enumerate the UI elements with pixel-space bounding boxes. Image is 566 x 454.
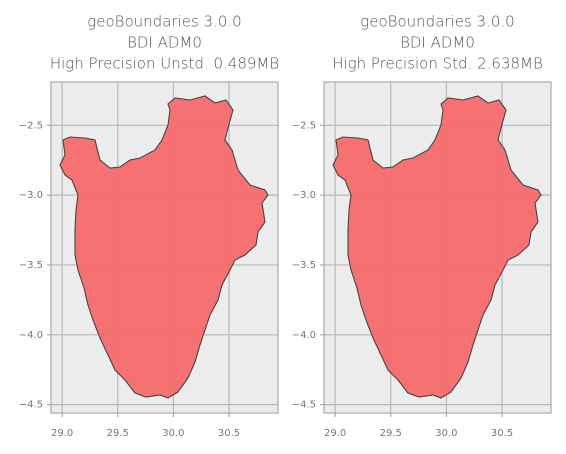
y-tick-label: −4.5 [19,400,43,411]
y-tick-label: −3.5 [19,260,43,271]
y-tick-label: −2.5 [292,120,316,131]
y-tick-label: −4.0 [292,330,316,341]
x-tick-label: 29.5 [380,428,402,439]
map-panel: geoBoundaries 3.0.0 BDI ADM0 High Precisio… [292,13,552,439]
y-tick-label: −4.0 [19,330,43,341]
panel-title: High Precision Unstd. 0.489MB [50,55,279,73]
panel-title: High Precision Std. 2.638MB [332,55,543,73]
panel-title: BDI ADM0 [127,34,202,52]
axes-frame [323,81,552,414]
y-tick-label: −3.0 [292,190,316,201]
y-tick-label: −4.5 [292,400,316,411]
x-tick-label: 29.5 [107,428,129,439]
axes-frame [50,81,279,414]
x-tick-label: 30.5 [218,428,240,439]
x-tick-label: 30.0 [162,428,184,439]
x-tick-label: 30.0 [435,428,457,439]
panel-title: BDI ADM0 [400,34,475,52]
panel-title: geoBoundaries 3.0.0 [360,13,514,31]
x-tick-label: 30.5 [491,428,513,439]
x-tick-label: 29.0 [324,428,346,439]
panel-title: geoBoundaries 3.0.0 [87,13,241,31]
y-tick-label: −3.5 [292,260,316,271]
y-tick-label: −2.5 [19,120,43,131]
x-tick-label: 29.0 [51,428,73,439]
y-tick-label: −3.0 [19,190,43,201]
map-panel: geoBoundaries 3.0.0 BDI ADM0 High Precisio… [19,13,279,440]
